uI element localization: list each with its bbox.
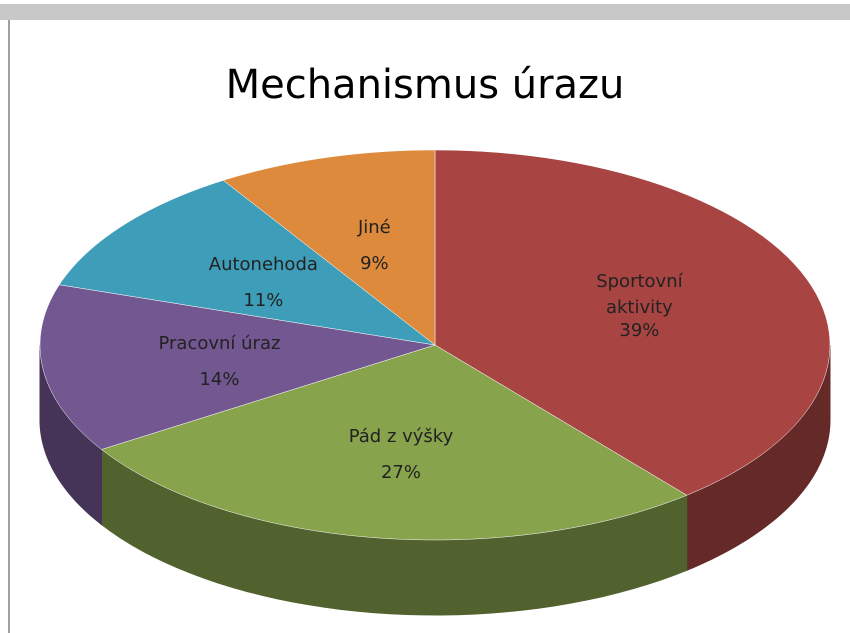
pie-slice xyxy=(39,284,436,450)
value-label: 11% xyxy=(243,290,284,312)
category-label: Jiné xyxy=(357,217,391,238)
category-label: Sportovní aktivity xyxy=(596,270,683,318)
value-label: 14% xyxy=(199,369,240,391)
value-label: 27% xyxy=(380,461,421,483)
category-label: Pracovní úraz xyxy=(158,333,281,355)
frame-bar xyxy=(0,4,850,20)
pie-slice xyxy=(100,344,688,541)
frame-edge xyxy=(8,20,10,633)
category-label: Pád z výšky xyxy=(348,425,454,447)
chart-title: Mechanismus úrazu xyxy=(225,62,625,108)
pie-slice xyxy=(434,149,831,496)
value-label: 9% xyxy=(360,253,389,274)
pie-slice xyxy=(58,180,436,346)
value-label: 39% xyxy=(619,319,660,341)
pie-slice xyxy=(222,149,436,346)
category-label: Autonehoda xyxy=(208,254,318,276)
